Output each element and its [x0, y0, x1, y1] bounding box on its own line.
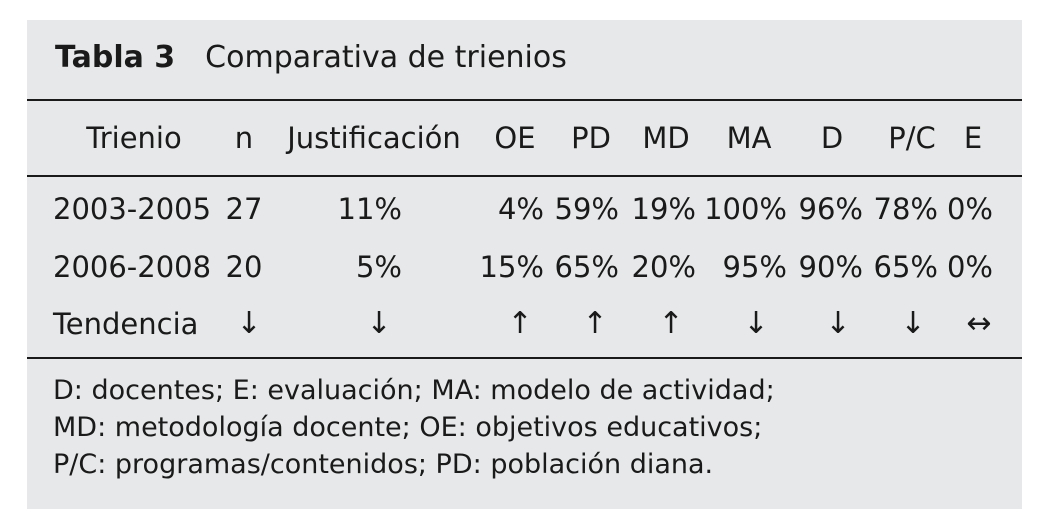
table-cell: 95%	[722, 250, 787, 284]
table-cell: 19%	[631, 192, 696, 226]
table-footnotes: D: docentes; E: evaluación; MA: modelo d…	[53, 372, 775, 483]
header-cell: P/C	[888, 121, 936, 155]
table-cell: 27	[225, 192, 263, 226]
header-cell: E	[963, 121, 983, 155]
arrow-up-icon: ↑	[582, 306, 608, 341]
footnote-line: D: docentes; E: evaluación; MA: modelo d…	[53, 375, 775, 406]
arrow-up-icon: ↑	[507, 306, 533, 341]
table-cell: 65%	[873, 250, 938, 284]
arrow-both-icon: ↔	[966, 306, 992, 341]
header-cell: D	[820, 121, 844, 155]
table-cell: 0%	[946, 192, 993, 226]
table-cell: 20%	[631, 250, 696, 284]
header-cell: OE	[494, 121, 536, 155]
bottom-rule	[27, 357, 1022, 359]
table-cell: 100%	[704, 192, 787, 226]
arrow-down-icon: ↓	[900, 306, 926, 341]
footnote-line: P/C: programas/contenidos; PD: población…	[53, 449, 714, 480]
header-rule	[27, 175, 1022, 177]
arrow-down-icon: ↓	[743, 306, 769, 341]
arrow-down-icon: ↓	[366, 306, 392, 341]
header-cell: MD	[642, 121, 690, 155]
table-cell: 5%	[355, 250, 402, 284]
header-cell: n	[234, 121, 254, 155]
arrow-down-icon: ↓	[825, 306, 851, 341]
row-label: 2006-2008	[53, 250, 212, 284]
row-label: Tendencia	[53, 307, 199, 341]
table-panel: Tabla 3 Comparativa de trienios Trienio n…	[27, 20, 1022, 509]
header-cell: MA	[726, 121, 772, 155]
table-title: Tabla 3 Comparativa de trienios	[55, 40, 567, 75]
header-cell: Trienio	[86, 121, 182, 155]
table-cell: 0%	[946, 250, 993, 284]
table-cell: 11%	[337, 192, 402, 226]
table-cell: 96%	[798, 192, 863, 226]
table-cell: 4%	[497, 192, 544, 226]
table-cell: 78%	[873, 192, 938, 226]
table-label: Tabla 3	[55, 40, 176, 75]
top-rule	[27, 99, 1022, 101]
arrow-up-icon: ↑	[658, 306, 684, 341]
table-cell: 90%	[798, 250, 863, 284]
footnote-line: MD: metodología docente; OE: objetivos e…	[53, 412, 763, 443]
arrow-down-icon: ↓	[236, 306, 262, 341]
table-cell: 15%	[479, 250, 544, 284]
table-cell: 59%	[554, 192, 619, 226]
row-label: 2003-2005	[53, 192, 212, 226]
table-cell: 20	[225, 250, 263, 284]
header-cell: PD	[571, 121, 611, 155]
table-cell: 65%	[554, 250, 619, 284]
table-caption: Comparativa de trienios	[205, 40, 567, 75]
header-cell: Justificación	[287, 121, 461, 155]
